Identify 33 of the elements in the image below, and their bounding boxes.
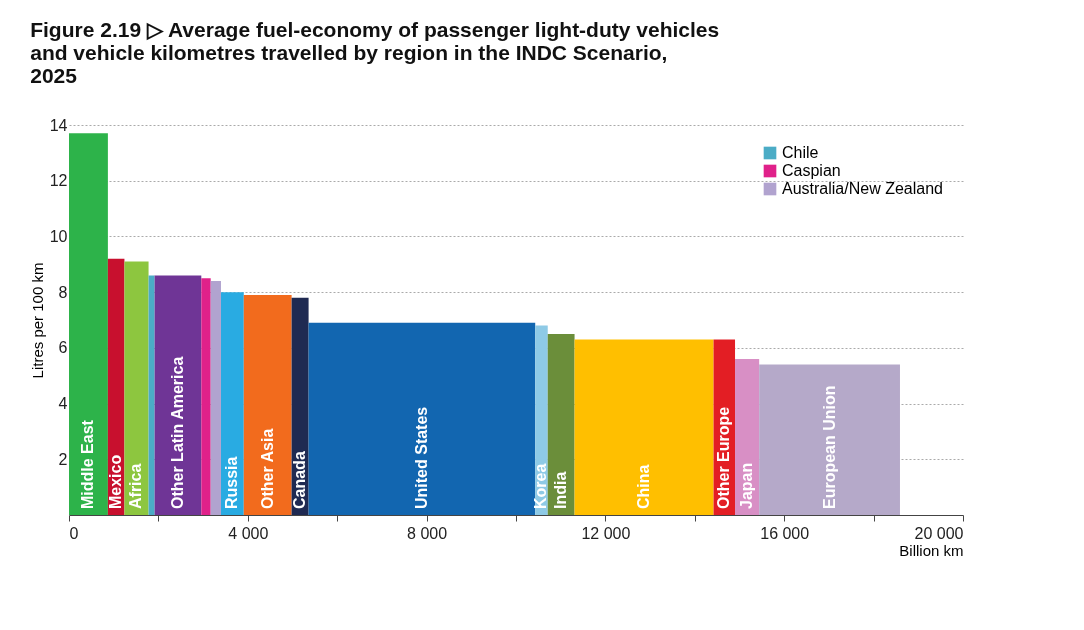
category-label: Middle East	[79, 420, 97, 509]
y-tick-label: 4	[58, 395, 68, 413]
x-tick-label: 4 000	[228, 524, 269, 542]
x-axis-title: Billion km	[899, 541, 964, 559]
category-label: Japan	[738, 462, 756, 509]
legend-label: Chile	[782, 144, 819, 161]
chart-title: Figure 2.19 ▷ Average fuel-economy of passenger light-duty vehicles and vehicle kilometres travelled by region in the INDC Scenario, 2025	[30, 18, 720, 87]
category-label: Other Latin America	[168, 356, 186, 509]
category-label: India	[552, 471, 570, 509]
category-label: Russia	[223, 456, 241, 509]
y-tick-label: 8	[58, 283, 68, 301]
category-label: China	[635, 464, 653, 509]
category-label: Canada	[291, 451, 309, 509]
y-tick-label: 2	[58, 450, 68, 468]
y-tick-label: 10	[49, 227, 68, 245]
x-tick-label: 12 000	[581, 524, 631, 542]
y-tick-label: 12	[49, 172, 68, 190]
category-label: Other Europe	[715, 406, 733, 509]
x-tick-label: 8 000	[407, 524, 448, 542]
category-label: Korea	[532, 463, 550, 509]
x-tick-label: 16 000	[760, 524, 810, 542]
legend-label: Australia/New Zealand	[782, 180, 943, 197]
category-label: European Union	[820, 385, 838, 509]
category-label: Other Asia	[258, 428, 276, 509]
category-label: Africa	[127, 463, 145, 509]
x-tick-label: 20 000	[914, 524, 964, 542]
legend-label: Caspian	[782, 162, 841, 179]
y-tick-label: 14	[49, 116, 68, 134]
y-tick-label: 6	[58, 339, 68, 357]
category-label: United States	[412, 406, 430, 509]
y-axis-title: Litres per 100 km	[28, 262, 46, 379]
x-tick-label: 0	[69, 524, 79, 542]
category-label: Mexico	[107, 454, 125, 509]
